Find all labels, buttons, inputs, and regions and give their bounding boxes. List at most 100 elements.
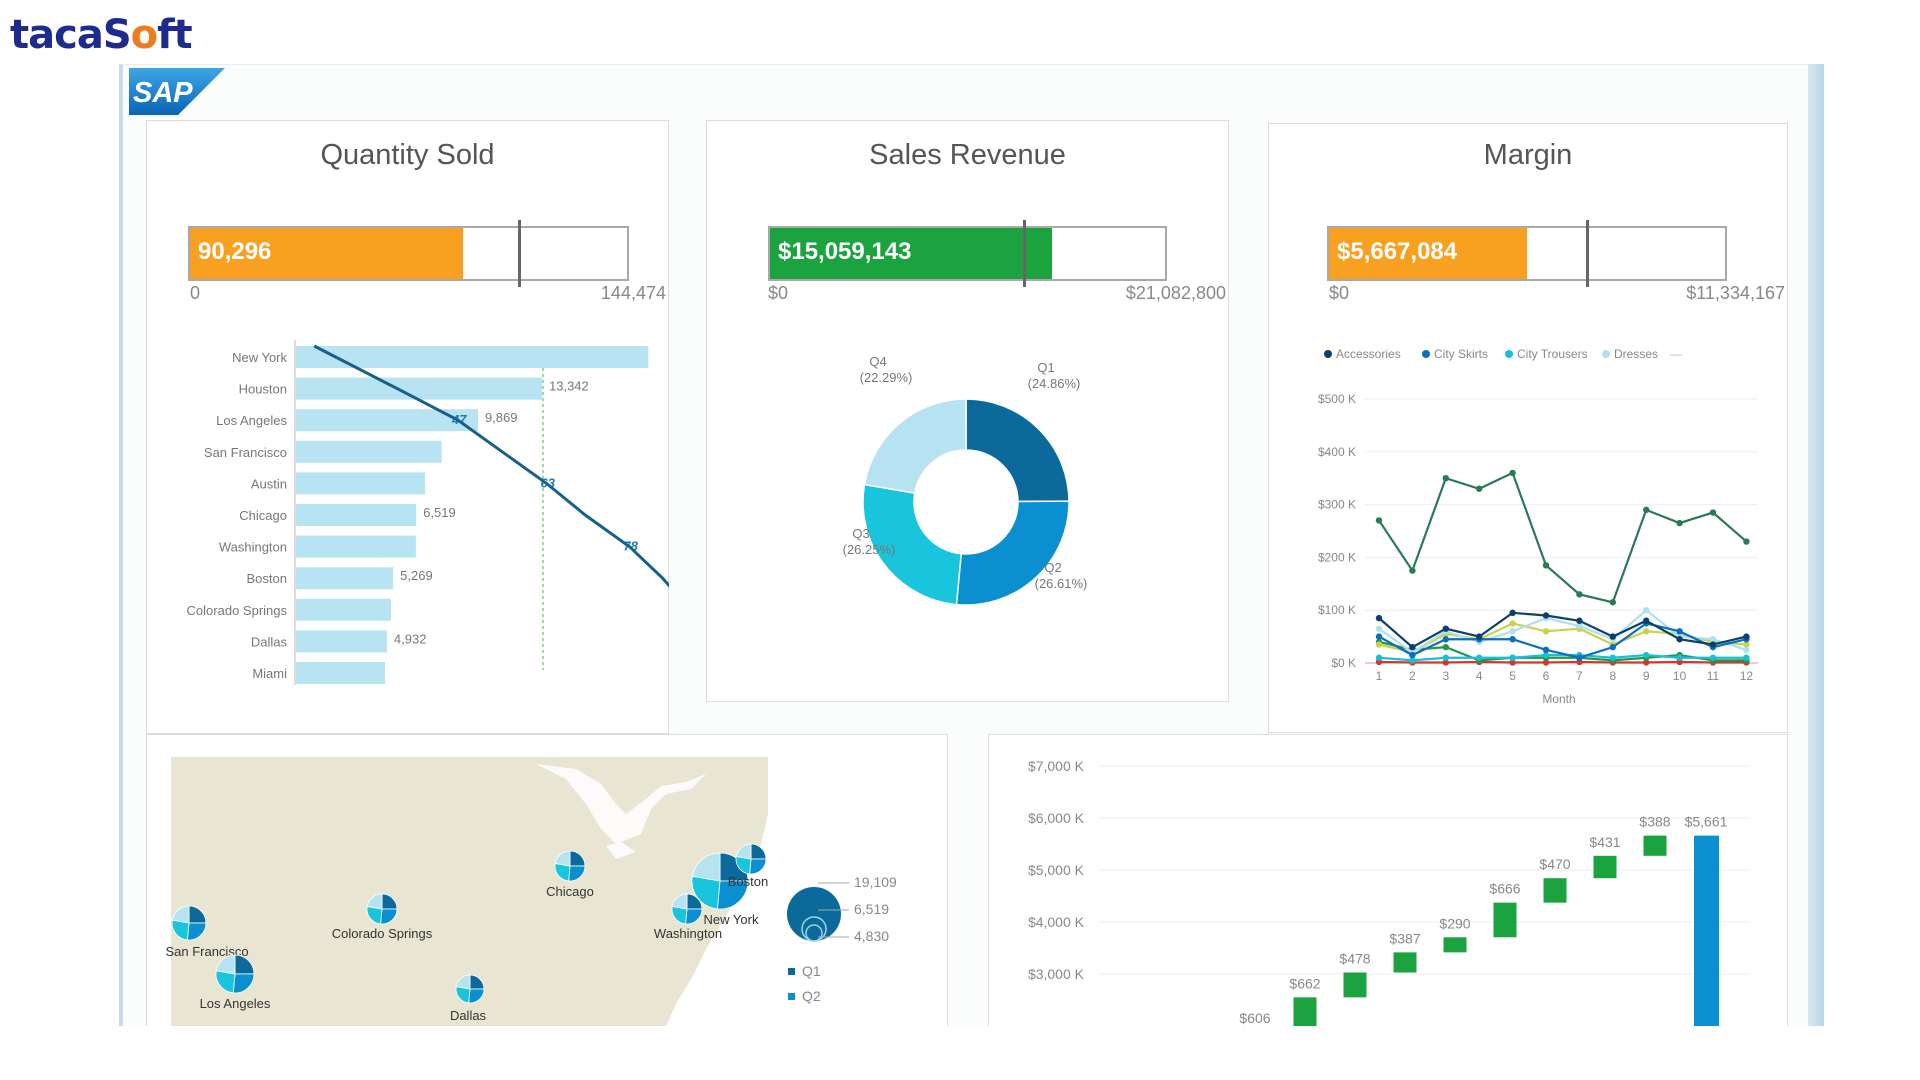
sap-logo: SAP	[129, 68, 225, 115]
category-label: Chicago	[239, 508, 287, 523]
margin-bullet-chart: $5,667,084	[1327, 220, 1727, 287]
legend-marker	[1505, 350, 1513, 358]
data-point	[1442, 625, 1449, 632]
data-point	[1442, 636, 1449, 643]
map-pie-slice	[186, 922, 207, 941]
waterfall-label: $290	[1439, 915, 1470, 931]
size-legend-small	[805, 924, 823, 942]
x-tick-label: 2	[1409, 669, 1416, 683]
category-label: Dallas	[251, 634, 288, 649]
category-label: Los Angeles	[216, 413, 287, 428]
waterfall-label: $666	[1489, 881, 1520, 897]
data-point	[1375, 625, 1383, 632]
x-tick-label: 12	[1740, 669, 1754, 683]
y-tick-label: $500 K	[1318, 392, 1356, 406]
data-point	[1709, 636, 1717, 643]
bar	[296, 409, 478, 432]
legend-marker	[1422, 350, 1430, 358]
map-pie-slice	[554, 850, 571, 867]
bullet-value: $5,667,084	[1337, 238, 1458, 265]
waterfall-label: $470	[1539, 856, 1570, 872]
logo-text: taca	[10, 12, 104, 58]
map-pie-slice	[171, 919, 190, 941]
waterfall-label: $431	[1589, 834, 1620, 850]
waterfall-bar	[1443, 937, 1467, 953]
data-point	[1375, 517, 1383, 524]
bar	[296, 377, 542, 400]
color-legend-marker	[788, 993, 795, 1000]
waterfall-label: $387	[1389, 930, 1420, 946]
revenue-donut-chart: Q1(24.86%) Q2(26.61%) Q3(26.25%) Q4(22.29%)	[843, 354, 1087, 606]
size-legend-label: 6,519	[854, 901, 889, 917]
panel-title: Quantity Sold	[320, 139, 495, 171]
map-pie-slice	[735, 843, 752, 860]
data-point	[1609, 643, 1616, 651]
data-point	[1509, 609, 1516, 617]
data-point	[1375, 654, 1383, 661]
data-point	[1643, 628, 1650, 635]
waterfall-panel	[988, 734, 1788, 1026]
data-point	[1509, 636, 1516, 643]
data-point	[1609, 633, 1616, 640]
category-label: Washington	[219, 540, 287, 555]
slice-name: Q2	[1044, 560, 1061, 575]
logo-text: ft	[157, 12, 193, 58]
category-label: Houston	[239, 382, 287, 397]
slice-pct: (22.29%)	[860, 370, 913, 385]
quantity-bullet-chart: 90,296	[188, 220, 629, 287]
value-label: 6,519	[423, 505, 456, 520]
category-label: New York	[232, 350, 287, 365]
data-point	[1576, 622, 1583, 630]
data-point	[1542, 612, 1550, 619]
sap-logo-shape	[129, 68, 225, 115]
data-point	[1576, 591, 1583, 598]
bar	[296, 662, 386, 684]
data-point	[1409, 643, 1416, 651]
donut-slice-q2	[955, 500, 1070, 606]
legend-item: Dresses	[1614, 347, 1658, 361]
waterfall-bar	[1643, 835, 1667, 856]
bullet-max-label: $21,082,800	[1125, 283, 1226, 303]
slice-pct: (24.86%)	[1028, 376, 1081, 391]
bar	[296, 630, 387, 653]
y-tick-label: $6,000 K	[1028, 810, 1085, 826]
data-point	[1709, 509, 1717, 516]
map-pie-slice	[366, 893, 383, 910]
waterfall-chart: $3,000 K $4,000 K $5,000 K $6,000 K $7,000 K…	[1028, 758, 1748, 1026]
category-label: San Francisco	[204, 445, 287, 460]
color-legend-label: Q2	[802, 988, 821, 1004]
waterfall-bar	[1343, 972, 1367, 998]
panel-title: Margin	[1483, 139, 1573, 171]
city-label: Dallas	[450, 1008, 487, 1023]
donut-slice-q4	[863, 398, 967, 495]
waterfall-label: $662	[1289, 975, 1320, 991]
bullet-min-label: 0	[190, 283, 201, 303]
data-point	[1676, 654, 1683, 661]
data-point	[1743, 538, 1750, 545]
data-point	[1509, 654, 1516, 661]
map-pie-slice	[671, 893, 688, 910]
data-point	[1542, 651, 1550, 659]
data-point	[1542, 628, 1550, 635]
bullet-fill	[190, 228, 464, 279]
data-point	[1509, 628, 1516, 635]
city-label: Boston	[728, 874, 768, 889]
cumulative-line	[313, 344, 669, 588]
waterfall-bar	[1543, 878, 1567, 903]
waterfall-bar	[1393, 952, 1417, 973]
scrollbar[interactable]	[1808, 64, 1824, 1026]
data-point	[1409, 567, 1416, 574]
city-label: New York	[704, 912, 759, 927]
x-tick-label: 7	[1576, 669, 1583, 683]
data-point	[1743, 641, 1750, 648]
sales-map[interactable]: Chicago Colorado Springs San Francisco Los …	[146, 734, 948, 1026]
data-point	[1509, 659, 1516, 666]
x-tick-label: 3	[1442, 669, 1449, 683]
data-point	[1576, 654, 1583, 661]
data-point	[1542, 646, 1550, 653]
x-tick-label: 9	[1643, 669, 1650, 683]
series-line	[1378, 608, 1747, 654]
city-label: Los Angeles	[200, 996, 271, 1011]
series-line	[1378, 622, 1747, 659]
legend-item: City Trousers	[1517, 347, 1588, 361]
